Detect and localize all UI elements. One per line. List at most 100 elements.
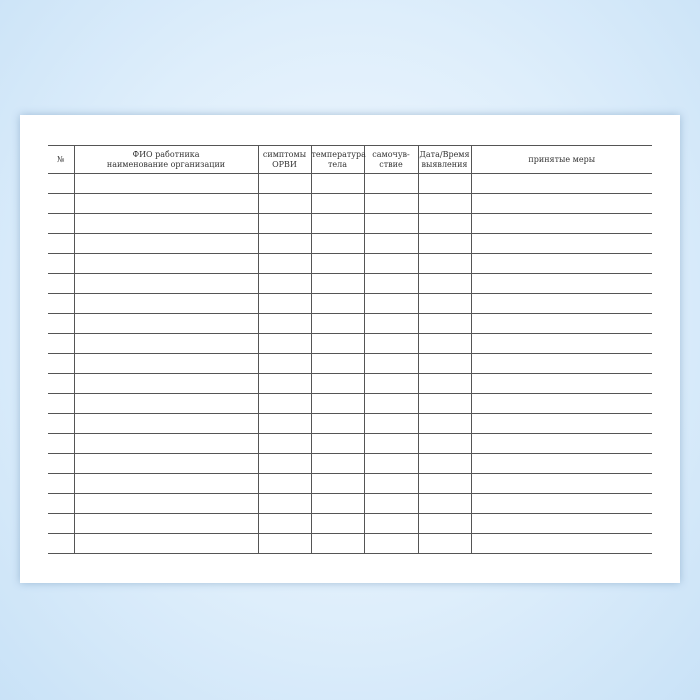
table-cell[interactable] <box>470 213 652 234</box>
table-cell[interactable] <box>417 253 472 274</box>
table-cell[interactable] <box>48 273 75 294</box>
table-cell[interactable] <box>417 193 472 214</box>
table-cell[interactable] <box>73 413 259 434</box>
table-cell[interactable] <box>470 173 652 194</box>
table-cell[interactable] <box>470 313 652 334</box>
table-cell[interactable] <box>310 433 365 454</box>
table-cell[interactable] <box>310 253 365 274</box>
table-cell[interactable] <box>310 313 365 334</box>
table-cell[interactable] <box>363 493 419 514</box>
table-cell[interactable] <box>470 513 652 534</box>
table-cell[interactable] <box>310 293 365 314</box>
table-cell[interactable] <box>417 353 472 374</box>
table-cell[interactable] <box>257 213 312 234</box>
table-cell[interactable] <box>48 233 75 254</box>
table-cell[interactable] <box>417 293 472 314</box>
table-cell[interactable] <box>257 513 312 534</box>
table-cell[interactable] <box>363 433 419 454</box>
table-cell[interactable] <box>310 533 365 554</box>
table-cell[interactable] <box>257 493 312 514</box>
table-cell[interactable] <box>310 233 365 254</box>
table-cell[interactable] <box>48 253 75 274</box>
table-cell[interactable] <box>470 233 652 254</box>
table-cell[interactable] <box>73 313 259 334</box>
table-cell[interactable] <box>417 313 472 334</box>
table-cell[interactable] <box>363 193 419 214</box>
table-cell[interactable] <box>48 453 75 474</box>
table-cell[interactable] <box>417 493 472 514</box>
table-cell[interactable] <box>257 293 312 314</box>
table-cell[interactable] <box>257 353 312 374</box>
table-cell[interactable] <box>310 333 365 354</box>
table-cell[interactable] <box>48 433 75 454</box>
table-cell[interactable] <box>73 353 259 374</box>
table-cell[interactable] <box>470 453 652 474</box>
table-cell[interactable] <box>417 393 472 414</box>
table-cell[interactable] <box>310 353 365 374</box>
table-cell[interactable] <box>363 413 419 434</box>
table-cell[interactable] <box>310 413 365 434</box>
table-cell[interactable] <box>73 173 259 194</box>
table-cell[interactable] <box>73 393 259 414</box>
table-cell[interactable] <box>470 413 652 434</box>
table-cell[interactable] <box>48 533 75 554</box>
table-cell[interactable] <box>363 233 419 254</box>
table-cell[interactable] <box>48 373 75 394</box>
table-cell[interactable] <box>257 333 312 354</box>
table-cell[interactable] <box>73 373 259 394</box>
table-cell[interactable] <box>73 533 259 554</box>
table-cell[interactable] <box>48 333 75 354</box>
table-cell[interactable] <box>48 413 75 434</box>
table-cell[interactable] <box>470 373 652 394</box>
table-cell[interactable] <box>417 413 472 434</box>
table-cell[interactable] <box>73 433 259 454</box>
table-cell[interactable] <box>310 213 365 234</box>
table-cell[interactable] <box>310 173 365 194</box>
table-cell[interactable] <box>363 353 419 374</box>
table-cell[interactable] <box>73 333 259 354</box>
table-cell[interactable] <box>417 213 472 234</box>
table-cell[interactable] <box>257 433 312 454</box>
table-cell[interactable] <box>257 473 312 494</box>
table-cell[interactable] <box>470 273 652 294</box>
table-cell[interactable] <box>363 533 419 554</box>
table-cell[interactable] <box>417 233 472 254</box>
table-cell[interactable] <box>470 193 652 214</box>
table-cell[interactable] <box>363 373 419 394</box>
table-cell[interactable] <box>417 453 472 474</box>
table-cell[interactable] <box>363 453 419 474</box>
table-cell[interactable] <box>310 453 365 474</box>
table-cell[interactable] <box>257 253 312 274</box>
table-cell[interactable] <box>363 393 419 414</box>
table-cell[interactable] <box>310 493 365 514</box>
table-cell[interactable] <box>470 293 652 314</box>
table-cell[interactable] <box>470 253 652 274</box>
table-cell[interactable] <box>257 393 312 414</box>
table-cell[interactable] <box>310 473 365 494</box>
table-cell[interactable] <box>417 333 472 354</box>
table-cell[interactable] <box>48 473 75 494</box>
table-cell[interactable] <box>417 373 472 394</box>
table-cell[interactable] <box>417 513 472 534</box>
table-cell[interactable] <box>257 193 312 214</box>
table-cell[interactable] <box>363 513 419 534</box>
table-cell[interactable] <box>48 293 75 314</box>
table-cell[interactable] <box>363 173 419 194</box>
table-cell[interactable] <box>417 473 472 494</box>
table-cell[interactable] <box>257 533 312 554</box>
table-cell[interactable] <box>363 293 419 314</box>
table-cell[interactable] <box>310 513 365 534</box>
table-cell[interactable] <box>73 273 259 294</box>
table-cell[interactable] <box>363 253 419 274</box>
table-cell[interactable] <box>310 373 365 394</box>
table-cell[interactable] <box>363 313 419 334</box>
table-cell[interactable] <box>73 213 259 234</box>
table-cell[interactable] <box>73 193 259 214</box>
table-cell[interactable] <box>470 493 652 514</box>
table-cell[interactable] <box>470 393 652 414</box>
table-cell[interactable] <box>257 453 312 474</box>
table-cell[interactable] <box>470 333 652 354</box>
table-cell[interactable] <box>417 273 472 294</box>
table-cell[interactable] <box>470 473 652 494</box>
table-cell[interactable] <box>48 513 75 534</box>
